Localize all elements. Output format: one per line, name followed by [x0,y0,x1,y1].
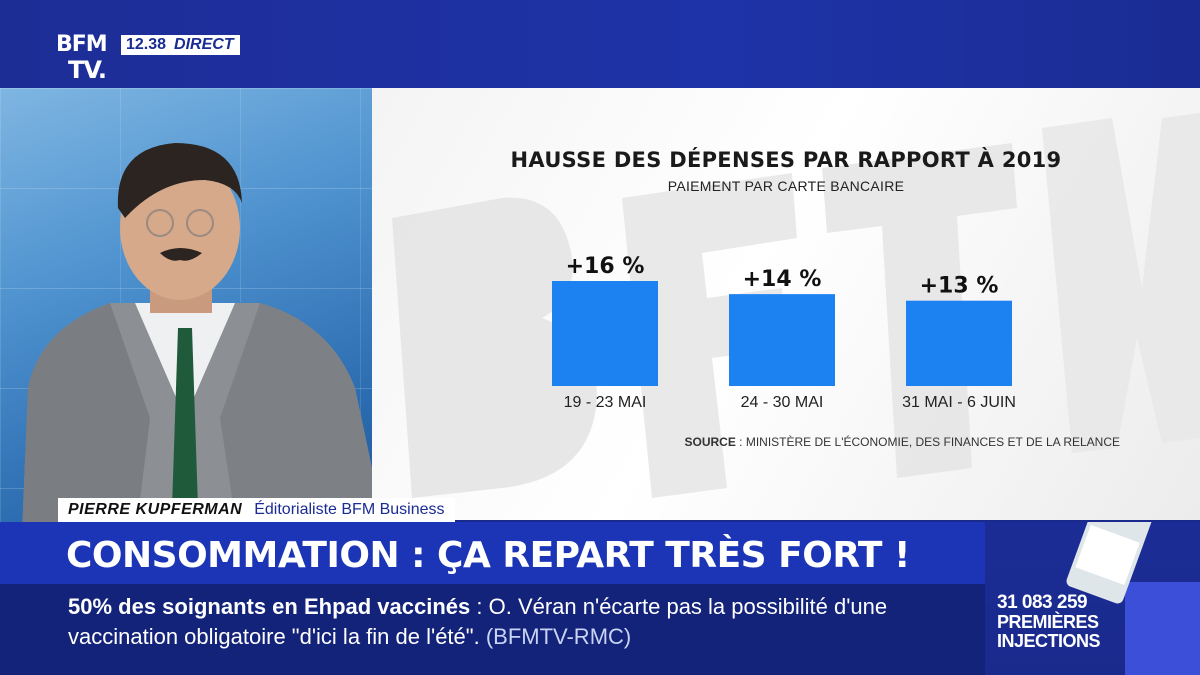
ticker-headline: 50% des soignants en Ehpad vaccinés [68,594,471,619]
category-label-3: 31 MAI - 6 JUIN [902,394,1016,411]
bfmtv-logo: BFM TV. [56,32,114,84]
ticker-source: (BFMTV-RMC) [479,624,632,649]
value-label-3: +13 % [920,274,999,299]
live-label: DIRECT [174,36,234,53]
ticker-body: O. Véran n'écarte pas la possibilité d'u… [68,594,888,649]
bar-3 [906,300,1012,386]
ticker-separator: : [470,594,489,619]
category-label-2: 24 - 30 MAI [741,394,824,411]
chart-title: HAUSSE DES DÉPENSES PAR RAPPORT À 2019 [510,148,1062,172]
value-label-1: +16 % [566,254,645,279]
broadcast-time: 12.38 [126,36,167,53]
source-text: : MINISTÈRE DE L'ÉCONOMIE, DES FINANCES … [735,435,1120,449]
live-tag: 12.38 DIRECT [121,35,240,55]
counter-label-line1: PREMIÈRES [997,612,1099,632]
bar-chart: +16 % 19 - 23 MAI +14 % 24 - 30 MAI +13 % 31 … [552,254,1016,411]
guest-role: Éditorialiste BFM Business [254,501,445,518]
chart-source: SOURCE : MINISTÈRE DE L'ÉCONOMIE, DES FI… [685,435,1121,449]
source-label: SOURCE [684,435,736,449]
chart-panel: HAUSSE DES DÉPENSES PAR RAPPORT À 2019 P… [372,88,1200,520]
headline-band [0,522,985,584]
vaccination-counter [985,522,1200,675]
bar-1 [552,281,658,386]
vaccine-vial-image [1066,522,1200,675]
value-label-2: +14 % [743,267,822,292]
bar-2 [729,294,835,386]
guest-name-strip: PIERRE KUPFERMAN Éditorialiste BFM Busin… [58,498,455,522]
headline: CONSOMMATION : ÇA REPART TRÈS FORT ! [66,535,910,576]
category-label-1: 19 - 23 MAI [564,394,647,411]
news-ticker [0,584,985,675]
logo-line2: TV. [68,56,107,84]
counter-label-line2: INJECTIONS [997,631,1101,651]
ticker-text: 50% des soignants en Ehpad vaccinés : O.… [68,592,973,652]
counter-number: 31 083 259 [997,592,1088,613]
chart-subtitle: PAIEMENT PAR CARTE BANCAIRE [667,178,905,194]
logo-line1: BFM [56,32,108,57]
guest-name: PIERRE KUPFERMAN [68,501,243,518]
